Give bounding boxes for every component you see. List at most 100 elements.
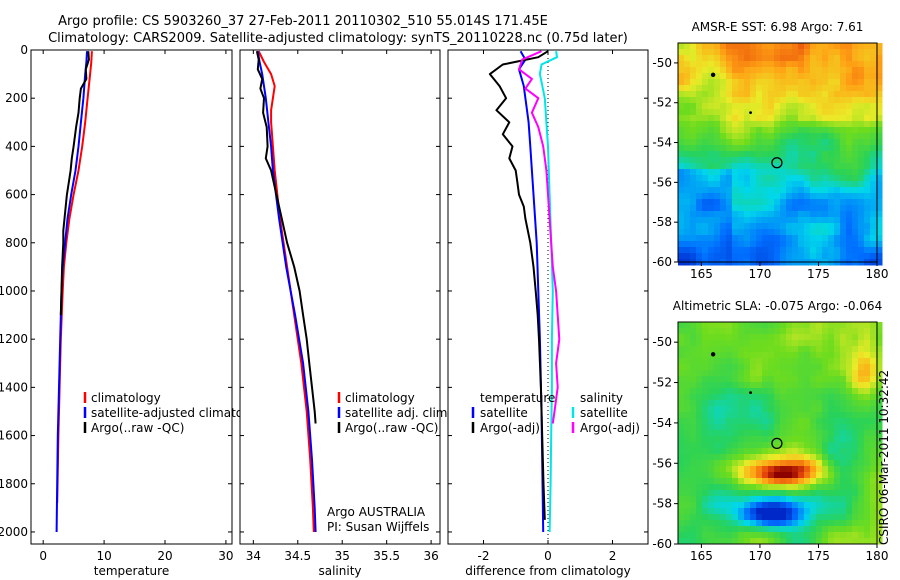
difference-x-tick-label: -2 — [477, 549, 489, 563]
sla_map-heatmap-cell — [792, 484, 799, 491]
sla_map-heatmap-cell — [852, 448, 859, 455]
sla_map-heatmap-cell — [714, 436, 721, 443]
sst_map-heatmap-cell — [696, 187, 703, 194]
sst_map-heatmap-cell — [696, 115, 703, 122]
sst_map-heatmap-cell — [804, 85, 811, 92]
depth-tick-label: 1200 — [0, 332, 28, 346]
sst_map-heatmap-cell — [816, 61, 823, 68]
sla_map-heatmap-cell — [768, 496, 775, 503]
sla_map-heatmap-cell — [870, 538, 877, 545]
sst_map-heatmap-cell — [822, 163, 829, 170]
sla_map-heatmap-cell — [702, 394, 709, 401]
sla_map-heatmap-cell — [864, 478, 871, 485]
sla_map-heatmap-cell — [678, 532, 685, 539]
sst_map-heatmap-cell — [822, 247, 829, 254]
sla_map-heatmap-cell — [864, 340, 871, 347]
sst_map-heatmap-cell — [846, 73, 853, 80]
difference-legend-label: Argo(-adj) — [480, 421, 540, 435]
sla_map-heatmap-cell — [858, 508, 865, 515]
sla_map-heatmap-cell — [714, 358, 721, 365]
sst_map-heatmap-cell — [864, 247, 871, 254]
sla_map-heatmap-cell — [678, 514, 685, 521]
sst_map-heatmap-cell — [828, 97, 835, 104]
sst_map-heatmap-cell — [678, 145, 685, 152]
sla_map-heatmap-cell — [732, 400, 739, 407]
sla_map-heatmap-cell — [852, 388, 859, 395]
sst_map-heatmap-cell — [762, 109, 769, 116]
sla_map-heatmap-cell — [864, 328, 871, 335]
sst_map-heatmap-cell — [774, 61, 781, 68]
sla_map-heatmap-cell — [768, 352, 775, 359]
sla_map-heatmap-cell — [702, 340, 709, 347]
salinity-x-tick-label: 34 — [246, 549, 261, 563]
sla_map-heatmap-cell — [774, 334, 781, 341]
sst_map-heatmap-cell — [876, 259, 883, 266]
sst_map-heatmap-cell — [822, 139, 829, 146]
sla_map-heatmap-cell — [684, 436, 691, 443]
sst_map-heatmap-cell — [858, 61, 865, 68]
sst_map-heatmap-cell — [792, 157, 799, 164]
sst_map-heatmap-cell — [834, 235, 841, 242]
sst_map-heatmap-cell — [720, 43, 727, 50]
sst_map-heatmap-cell — [840, 127, 847, 134]
sst_map-heatmap-cell — [858, 97, 865, 104]
sst_map-heatmap-cell — [720, 145, 727, 152]
sst_map-heatmap-cell — [822, 157, 829, 164]
sla_map-heatmap-cell — [864, 394, 871, 401]
sla_map-heatmap-cell — [750, 418, 757, 425]
sst_map-heatmap-cell — [696, 127, 703, 134]
sst_map-heatmap-cell — [786, 187, 793, 194]
sst_map-heatmap-cell — [876, 121, 883, 128]
sst_map-heatmap-cell — [864, 163, 871, 170]
sla_map-heatmap-cell — [696, 526, 703, 533]
sst_map-heatmap-cell — [810, 61, 817, 68]
sst_map-heatmap-cell — [684, 211, 691, 218]
sla_map-heatmap-cell — [870, 418, 877, 425]
sst_map-x-tick-label: 170 — [748, 267, 771, 281]
sla_map-heatmap-cell — [774, 514, 781, 521]
sst_map-heatmap-cell — [774, 223, 781, 230]
sla_map-heatmap-cell — [792, 442, 799, 449]
sla_map-heatmap-cell — [846, 454, 853, 461]
sst_map-heatmap-cell — [852, 241, 859, 248]
sst_map-heatmap-cell — [750, 97, 757, 104]
sla_map-heatmap-cell — [702, 532, 709, 539]
sst_map-heatmap-cell — [702, 229, 709, 236]
sla_map-heatmap-cell — [714, 394, 721, 401]
sla_map-heatmap-cell — [732, 430, 739, 437]
sst_map-heatmap-cell — [852, 109, 859, 116]
sla_map-heatmap-cell — [762, 406, 769, 413]
sst_map-heatmap-cell — [720, 67, 727, 74]
sla_map-heatmap-cell — [684, 496, 691, 503]
sst_map-heatmap-cell — [834, 55, 841, 62]
sst_map-heatmap-cell — [876, 67, 883, 74]
sla_map-heatmap-cell — [750, 430, 757, 437]
sst_map-heatmap-cell — [858, 193, 865, 200]
sst_map-heatmap-cell — [726, 229, 733, 236]
depth-tick-label: 1400 — [0, 380, 28, 394]
sla_map-heatmap-cell — [780, 436, 787, 443]
sla_map-heatmap-cell — [834, 520, 841, 527]
sst_map-heatmap-cell — [876, 61, 883, 68]
sla_map-heatmap-cell — [714, 400, 721, 407]
sst_map-heatmap-cell — [846, 163, 853, 170]
sla_map-heatmap-cell — [684, 394, 691, 401]
sla_map-heatmap-cell — [708, 460, 715, 467]
sst_map-heatmap-cell — [876, 133, 883, 140]
sst_map-heatmap-cell — [702, 85, 709, 92]
sla_map-heatmap-cell — [774, 382, 781, 389]
sst_map-heatmap-cell — [870, 247, 877, 254]
sla_map-heatmap-cell — [792, 400, 799, 407]
sst_map-heatmap-cell — [780, 193, 787, 200]
sst_map-heatmap-cell — [702, 247, 709, 254]
sla_map-heatmap-cell — [834, 352, 841, 359]
sst_map-heatmap-cell — [690, 253, 697, 260]
sst_map-heatmap-cell — [732, 223, 739, 230]
sst_map-heatmap-cell — [810, 247, 817, 254]
sla_map-heatmap-cell — [696, 508, 703, 515]
sst_map-heatmap-cell — [720, 97, 727, 104]
sst_map-heatmap-cell — [810, 217, 817, 224]
sla_map-heatmap-cell — [702, 490, 709, 497]
sst_map-heatmap-cell — [756, 91, 763, 98]
sla_map-heatmap-cell — [726, 514, 733, 521]
